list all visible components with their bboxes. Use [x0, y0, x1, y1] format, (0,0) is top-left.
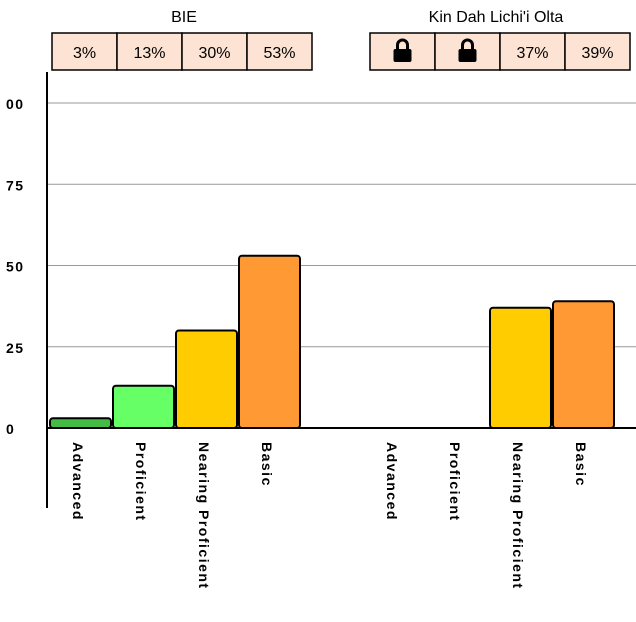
panel-title: Kin Dah Lichi'i Olta: [429, 9, 564, 26]
panel-2: Kin Dah Lichi'i Olta 37% 39% Advanced Profic…: [369, 9, 631, 590]
y-axis-ticks: 0 25 50 75 00: [6, 96, 25, 437]
pct-label: 3%: [73, 45, 96, 62]
panels: BIE 3% 13% 30% 53% Advanced Proficient Nearing …: [49, 9, 631, 590]
bar: [112, 384, 175, 429]
pct-label: 39%: [581, 45, 613, 62]
x-tick-label: Nearing Proficient: [196, 442, 212, 590]
pct-cell: [564, 32, 631, 71]
pct-cell: [499, 32, 566, 71]
panel-1: BIE 3% 13% 30% 53% Advanced Proficient Nearing …: [49, 9, 313, 590]
pct-label: 13%: [133, 45, 165, 62]
x-tick-label: Advanced: [70, 442, 86, 521]
pct-cell: [181, 32, 248, 71]
panel-title: BIE: [171, 9, 197, 26]
y-tick-label: 50: [6, 259, 25, 275]
bar: [175, 329, 238, 429]
x-tick-label: Proficient: [133, 442, 149, 522]
y-tick-label: 00: [6, 96, 25, 112]
x-tick-label: Nearing Proficient: [510, 442, 526, 590]
bar: [238, 254, 301, 429]
y-tick-label: 75: [6, 177, 25, 193]
bar: [552, 300, 615, 429]
x-tick-label: Basic: [259, 442, 275, 487]
y-tick-label: 25: [6, 340, 25, 356]
pct-label: 53%: [263, 45, 295, 62]
bar: [49, 417, 112, 429]
x-tick-label: Proficient: [447, 442, 463, 522]
y-tick-label: 0: [6, 421, 15, 437]
pct-label: 30%: [198, 45, 230, 62]
lock-icon: [393, 38, 412, 62]
lock-icon: [458, 38, 477, 62]
x-tick-label: Advanced: [384, 442, 400, 521]
pct-label: 37%: [516, 45, 548, 62]
pct-cell: [246, 32, 313, 71]
bar: [489, 306, 552, 429]
x-tick-label: Basic: [573, 442, 589, 487]
